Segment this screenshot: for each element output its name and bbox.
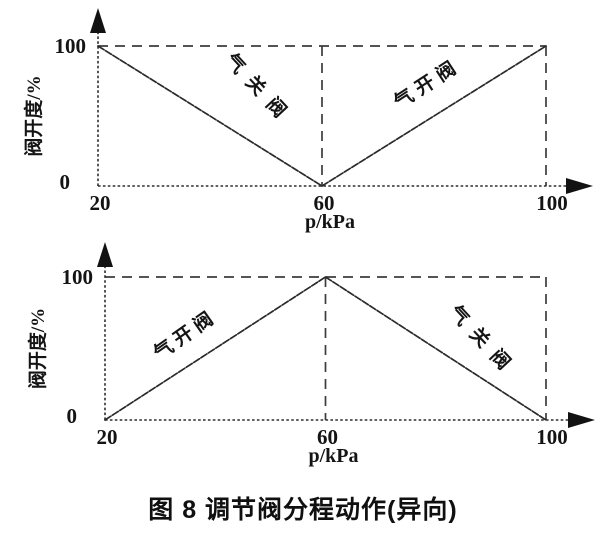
x-tick-label-20: 20: [90, 191, 111, 215]
y-tick-label-0: 0: [60, 170, 71, 194]
series-line-2: [321, 45, 547, 187]
series-label-1: 气关阀: [220, 48, 299, 130]
x-tick-label-60: 60: [314, 191, 335, 215]
y-axis-arrow-icon: [90, 8, 106, 33]
y-tick-label-100: 100: [62, 265, 94, 289]
series-label-2: 气关阀: [444, 300, 523, 382]
series-label-2: 气开阀: [389, 53, 465, 114]
x-axis-arrow-icon: [566, 178, 593, 194]
y-axis-label: 阀开度/%: [22, 75, 45, 156]
x-axis-label: p/kPa: [305, 211, 355, 233]
series-line-2: [324, 276, 547, 421]
y-tick-label-0: 0: [67, 404, 78, 428]
y-axis-arrow-icon: [97, 242, 113, 267]
x-tick-label-100: 100: [536, 191, 568, 215]
x-axis-arrow-icon: [568, 412, 595, 428]
chart-top-split-range: 气关阀 气开阀 20 60 100 0 100 p/kPa 阀开度/%: [22, 8, 593, 233]
y-tick-label-100: 100: [55, 34, 87, 58]
series-line-1: [104, 276, 327, 421]
series-label-1: 气开阀: [148, 304, 221, 365]
figure-caption: 图 8 调节阀分程动作(异向): [148, 496, 458, 524]
y-axis-label: 阀开度/%: [26, 308, 49, 389]
x-axis-label: p/kPa: [308, 445, 358, 467]
x-tick-label-100: 100: [536, 425, 568, 449]
x-tick-label-60: 60: [317, 425, 338, 449]
x-tick-label-20: 20: [97, 425, 118, 449]
series-line-1: [97, 45, 323, 187]
chart-bottom-split-range: 气开阀 气关阀 20 60 100 0 100 p/kPa 阀开度/%: [26, 242, 595, 467]
